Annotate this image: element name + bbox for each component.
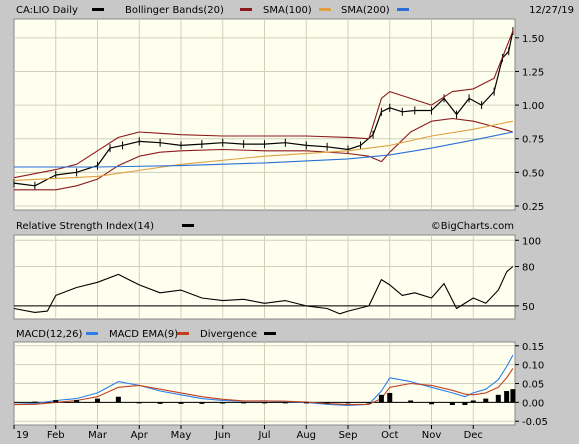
bollinger-swatch [240,8,252,11]
x-month-label: Aug [296,430,316,441]
divergence-bar [510,389,516,403]
macd-series [13,354,516,406]
price-y-tick-label: 1.50 [522,34,544,45]
bollinger-upper-line [13,30,514,179]
divergence-bar [462,402,468,406]
divergence-bar [115,396,121,403]
price-y-tick-label: 1.25 [522,67,544,78]
macd-y-ticks: -0.05 0.00 0.05 0.10 0.15 [515,342,548,428]
rsi-title: Relative Strength Index(14) [16,221,154,232]
divergence-bar [429,402,434,405]
divergence-bar [366,402,372,404]
rsi-y-tick-label: 100 [522,236,541,247]
rsi-line [13,266,514,315]
ticker-label: CA:LIO Daily [16,5,78,16]
price-panel: 0.25 0.50 0.75 1.00 1.25 1.50 CA:LIO Daily Bo… [13,5,574,213]
macd-ema-legend-label: MACD EMA(9) [109,329,178,340]
divergence-legend-label: Divergence [200,329,257,340]
divergence-bar [53,400,59,403]
x-month-label: Jul [257,430,270,441]
x-month-label: Dec [464,430,483,441]
divergence-bar [220,402,226,404]
divergence-bar [241,402,247,404]
x-month-label: Mar [88,430,108,441]
price-y-tick-label: 1.00 [522,101,544,112]
divergence-bar [32,401,38,403]
divergence-bar [95,398,100,403]
sma100-line [13,120,514,181]
macd-y-tick-label: 0.00 [522,398,544,409]
divergence-bar [262,402,267,404]
x-month-label: Sep [339,430,358,441]
price-y-ticks: 0.25 0.50 0.75 1.00 1.25 1.50 [515,34,544,213]
macd-y-tick-label: 0.10 [522,361,544,372]
x-month-label: Oct [381,430,398,441]
divergence-bar [136,402,142,404]
chart-date: 12/27/19 [529,5,574,16]
divergence-bar [483,398,489,403]
divergence-bar [408,400,414,403]
divergence-bar [303,402,309,404]
divergence-bar [495,394,501,403]
divergence-bar [74,400,80,403]
divergence-bar [387,392,393,403]
price-y-tick-label: 0.50 [522,168,544,179]
sma200-line [14,131,514,168]
price-y-tick-label: 0.75 [522,135,544,146]
divergence-bar [470,400,476,403]
divergence-bar [345,402,351,404]
divergence-bar [324,402,330,404]
sma200-swatch [397,8,409,11]
sma100-legend-label: SMA(100) [263,5,312,16]
x-month-label: Apr [131,430,149,441]
rsi-swatch [182,224,194,227]
divergence-bar [199,402,205,404]
macd-panel: -0.05 0.00 0.05 0.10 0.15 MACD(12,26) MACD E… [13,329,548,428]
rsi-y-tick-label: 50 [522,302,535,313]
price-series [13,27,514,191]
macd-ema-line [13,368,514,406]
divergence-bar [178,402,184,404]
x-month-label: May [171,430,192,441]
divergence-bar [378,394,384,403]
macd-y-tick-label: 0.05 [522,380,544,391]
divergence-bar [504,391,510,403]
x-axis-month-labels: 19 Feb Mar Apr May Jun Jul Aug Sep Oct Nov Dec [13,425,483,441]
rsi-panel: 50 80 100 Relative Strength Index(14) ©Big… [13,221,541,320]
x-month-label: Jun [214,430,231,441]
divergence-bar [282,402,288,404]
watermark: ©BigCharts.com [431,221,514,232]
x-month-label: Feb [47,430,65,441]
macd-legend-label: MACD(12,26) [16,329,83,340]
macd-y-tick-label: 0.15 [522,342,544,353]
bollinger-legend-label: Bollinger Bands(20) [125,5,224,16]
rsi-gridlines [14,235,515,319]
rsi-y-ticks: 50 80 100 [515,236,541,313]
rsi-y-tick-label: 80 [522,263,535,274]
divergence-swatch [264,332,276,335]
macd-ema-swatch [177,332,189,335]
sma200-legend-label: SMA(200) [341,5,390,16]
divergence-bar [449,402,455,406]
x-month-label: Nov [422,430,442,441]
macd-y-tick-label: -0.05 [522,417,548,428]
macd-swatch [86,332,98,335]
rsi-series [13,266,514,315]
divergence-bar [157,402,163,404]
ticker-swatch [92,8,104,11]
sma100-swatch [319,8,331,11]
price-y-tick-label: 0.25 [522,202,544,213]
bollinger-lower-line [14,117,514,191]
x-month-label: 19 [16,430,29,441]
